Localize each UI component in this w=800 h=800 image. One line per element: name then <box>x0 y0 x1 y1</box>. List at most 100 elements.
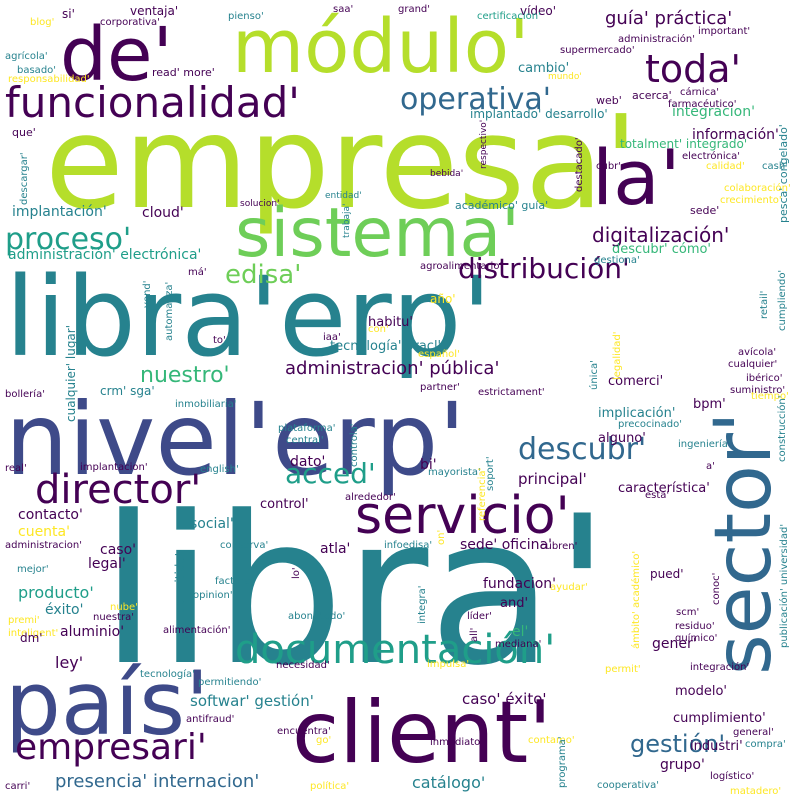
cloud-word: integra' <box>417 585 428 624</box>
cloud-word: información' <box>692 127 779 143</box>
cloud-word: respectivo' <box>479 120 489 170</box>
cloud-word: construcción' <box>777 394 788 462</box>
cloud-word: on' <box>436 529 447 545</box>
cloud-word: precocinado' <box>618 419 682 430</box>
cloud-word: programa' <box>557 735 568 788</box>
cloud-word: bollería' <box>5 389 45 400</box>
cloud-word: compra' <box>745 739 786 750</box>
cloud-word: controla' <box>349 422 360 467</box>
cloud-word: administración' <box>618 34 695 45</box>
cloud-word: sistema' <box>235 194 520 273</box>
cloud-word: read' more' <box>152 66 215 79</box>
cloud-word: nuestra' <box>93 612 134 623</box>
cloud-word: químico' <box>675 633 718 644</box>
cloud-word: mediana' <box>495 639 542 650</box>
cloud-word: estrictament' <box>478 387 545 398</box>
cloud-word: cubren' <box>540 541 578 552</box>
cloud-word: infoedisa' <box>384 540 433 551</box>
cloud-word: retail' <box>759 290 770 319</box>
cloud-word: general' <box>733 727 774 738</box>
cloud-word: crm' sga' <box>100 384 155 398</box>
cloud-word: cambio' <box>518 61 570 76</box>
cloud-word: libra' <box>100 473 611 711</box>
cloud-word: colaboración' <box>724 183 791 194</box>
cloud-word: entidad' <box>325 191 362 201</box>
cloud-word: cualquier' <box>728 359 778 370</box>
cloud-word: suministro' <box>730 385 786 396</box>
cloud-word: lo' <box>291 566 302 579</box>
cloud-word: industri' <box>690 739 743 754</box>
cloud-word: publicación' universidad' <box>779 523 790 648</box>
cloud-word: legal' <box>88 556 126 572</box>
cloud-word: antifraud' <box>186 714 235 725</box>
cloud-word: ámbito' académico' <box>631 550 642 649</box>
cloud-word: principal' <box>518 470 587 488</box>
cloud-word: all' <box>469 627 480 642</box>
cloud-word: cumplimiento' <box>673 711 766 726</box>
cloud-word: client' <box>292 683 552 783</box>
cloud-word: tecnología' <box>140 669 195 680</box>
cloud-word: mayorista' <box>428 467 481 478</box>
cloud-word: blog' <box>30 17 55 28</box>
cloud-word: sede' oficina' <box>460 537 552 553</box>
cloud-word: funcionalidad' <box>5 78 300 127</box>
cloud-word: alimentación' <box>163 625 231 636</box>
cloud-word: social' <box>190 516 234 532</box>
cloud-word: saa' <box>333 4 354 15</box>
cloud-word: ley' <box>55 653 84 672</box>
cloud-word: control' <box>260 497 309 512</box>
cloud-word: factura' <box>215 576 254 587</box>
cloud-word: gener' <box>652 636 697 652</box>
cloud-word: administracion' pública' <box>285 358 500 379</box>
cloud-word: certificacion' <box>477 11 541 22</box>
cloud-word: supermercado' <box>560 45 635 56</box>
cloud-word: que' <box>12 126 36 139</box>
cloud-word: empresari' <box>15 727 207 768</box>
cloud-word: grupo' <box>660 757 705 773</box>
cloud-word: acced' <box>285 457 376 490</box>
cloud-word: mejor' <box>17 564 49 575</box>
cloud-word: año' <box>430 292 456 306</box>
cloud-word: habitu' <box>368 315 413 330</box>
cloud-word: sede' <box>690 204 720 217</box>
cloud-word: matadero' <box>730 786 782 797</box>
cloud-word: necesidad' <box>276 660 330 671</box>
cloud-word: integración' <box>690 662 750 673</box>
cloud-word: to' <box>213 335 226 346</box>
cloud-word: totalment' integrado' <box>620 137 748 151</box>
cloud-word: dato' <box>290 454 326 470</box>
cloud-word: implantación' <box>12 204 107 220</box>
cloud-word: cumpliendo' <box>777 269 788 331</box>
cloud-word: má' <box>188 267 207 278</box>
cloud-word: automatiza' <box>164 281 175 341</box>
cloud-word: electrónica' <box>682 151 741 162</box>
cloud-word: módulo' <box>232 4 530 90</box>
cloud-word: descargar' <box>19 152 30 205</box>
cloud-word: bi' <box>420 457 437 473</box>
cloud-word: digitalización' <box>592 223 730 247</box>
cloud-word: crecimiento' <box>720 195 782 206</box>
cloud-word: ayudar' <box>550 582 588 593</box>
cloud-word: implantado' desarrollo' <box>470 107 608 121</box>
cloud-word: característica' <box>618 481 710 496</box>
cloud-word: inmobiliaria' <box>175 399 237 410</box>
cloud-word: contamo' <box>528 735 575 746</box>
cloud-word: implicación' <box>598 406 676 421</box>
cloud-word: grand' <box>398 4 431 15</box>
cloud-word: agroalimentario' <box>420 261 503 272</box>
cloud-word: cuenta' <box>18 524 70 540</box>
cloud-word: premi' <box>8 615 40 626</box>
cloud-word: dm' <box>20 631 43 645</box>
cloud-word: farmacéutico' <box>668 99 737 110</box>
cloud-word: scm' <box>676 607 700 618</box>
cloud-word: cash' <box>762 161 788 172</box>
cloud-word: el' <box>512 624 529 640</box>
cloud-word: proceso' <box>5 222 132 257</box>
cloud-word: trabaja' <box>342 203 352 238</box>
cloud-word: central' <box>286 435 324 446</box>
cloud-word: caso' <box>100 542 136 558</box>
cloud-word: gestiona' <box>594 255 640 266</box>
cloud-word: fundacion' <box>483 576 557 592</box>
cloud-word: agrícola' <box>5 51 48 62</box>
cloud-word: pienso' <box>228 11 264 22</box>
